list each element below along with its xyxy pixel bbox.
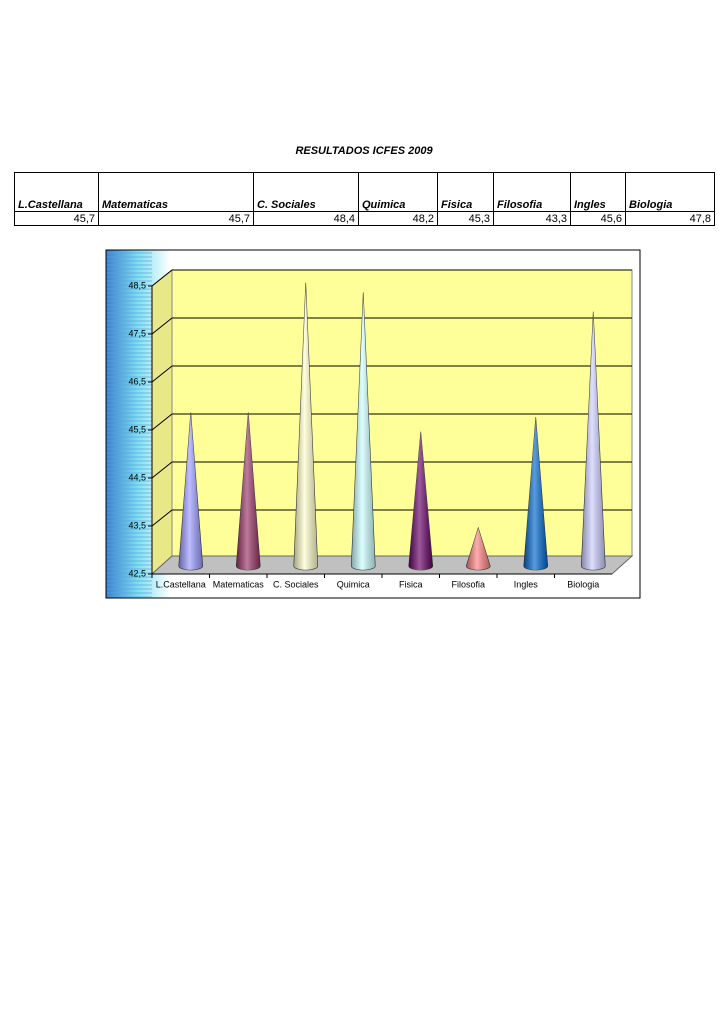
grid-line: [151, 269, 632, 287]
header-cell: Matematicas: [98, 172, 254, 212]
cone-shade: [236, 412, 261, 570]
x-tick-label: Quimica: [337, 579, 370, 589]
x-tick-label: C. Sociales: [273, 579, 319, 589]
title: RESULTADOS ICFES 2009: [295, 145, 433, 157]
chart-texture: [107, 251, 152, 597]
header-cell: Filosofia: [493, 172, 571, 212]
cone-shade: [466, 527, 491, 570]
y-tick-label: 45,5: [128, 424, 146, 434]
y-tick-label: 46,5: [128, 376, 146, 386]
value-cell: 45,7: [14, 211, 99, 226]
x-tick-label: Matematicas: [213, 579, 265, 589]
y-tick-label: 43,5: [128, 520, 146, 530]
value-cell: 45,7: [98, 211, 254, 226]
value-cell: 45,6: [570, 211, 626, 226]
value-cell: 43,3: [493, 211, 571, 226]
y-tick-label: 44,5: [128, 472, 146, 482]
value-cell: 48,4: [253, 211, 359, 226]
x-tick-label: L.Castellana: [156, 579, 206, 589]
header-cell: L.Castellana: [14, 172, 99, 212]
value-cell: 45,3: [437, 211, 494, 226]
grid-line: [151, 461, 632, 479]
results-table: L.Castellana Matematicas C. Sociales Quimic…: [14, 172, 715, 226]
grid-line: [151, 509, 632, 527]
cone-shade: [523, 417, 548, 570]
value-row: 45,7 45,7 48,4 48,2 45,3 43,3 45,6 47,8: [14, 211, 715, 226]
cone-shade: [293, 282, 318, 570]
cone-shade: [581, 311, 606, 570]
value-cell: 47,8: [625, 211, 715, 226]
header-cell: Fisica: [437, 172, 494, 212]
x-tick-label: Fisica: [399, 579, 423, 589]
value-cell: 48,2: [358, 211, 438, 226]
cone-shade: [408, 431, 433, 570]
cone-shade: [178, 412, 203, 570]
grid-line: [151, 317, 632, 335]
y-tick-label: 42,5: [128, 568, 146, 578]
grid-line: [151, 413, 632, 431]
y-tick-label: 48,5: [128, 280, 146, 290]
x-tick-label: Biologia: [567, 579, 599, 589]
floor: [150, 555, 634, 575]
header-row: L.Castellana Matematicas C. Sociales Quimic…: [14, 172, 715, 212]
x-tick-label: Ingles: [514, 579, 539, 589]
y-tick-label: 47,5: [128, 328, 146, 338]
x-tick-label: Filosofia: [451, 579, 485, 589]
grid-line: [151, 365, 632, 383]
header-cell: C. Sociales: [253, 172, 359, 212]
cone-shade: [351, 292, 376, 570]
header-cell: Biologia: [625, 172, 715, 212]
